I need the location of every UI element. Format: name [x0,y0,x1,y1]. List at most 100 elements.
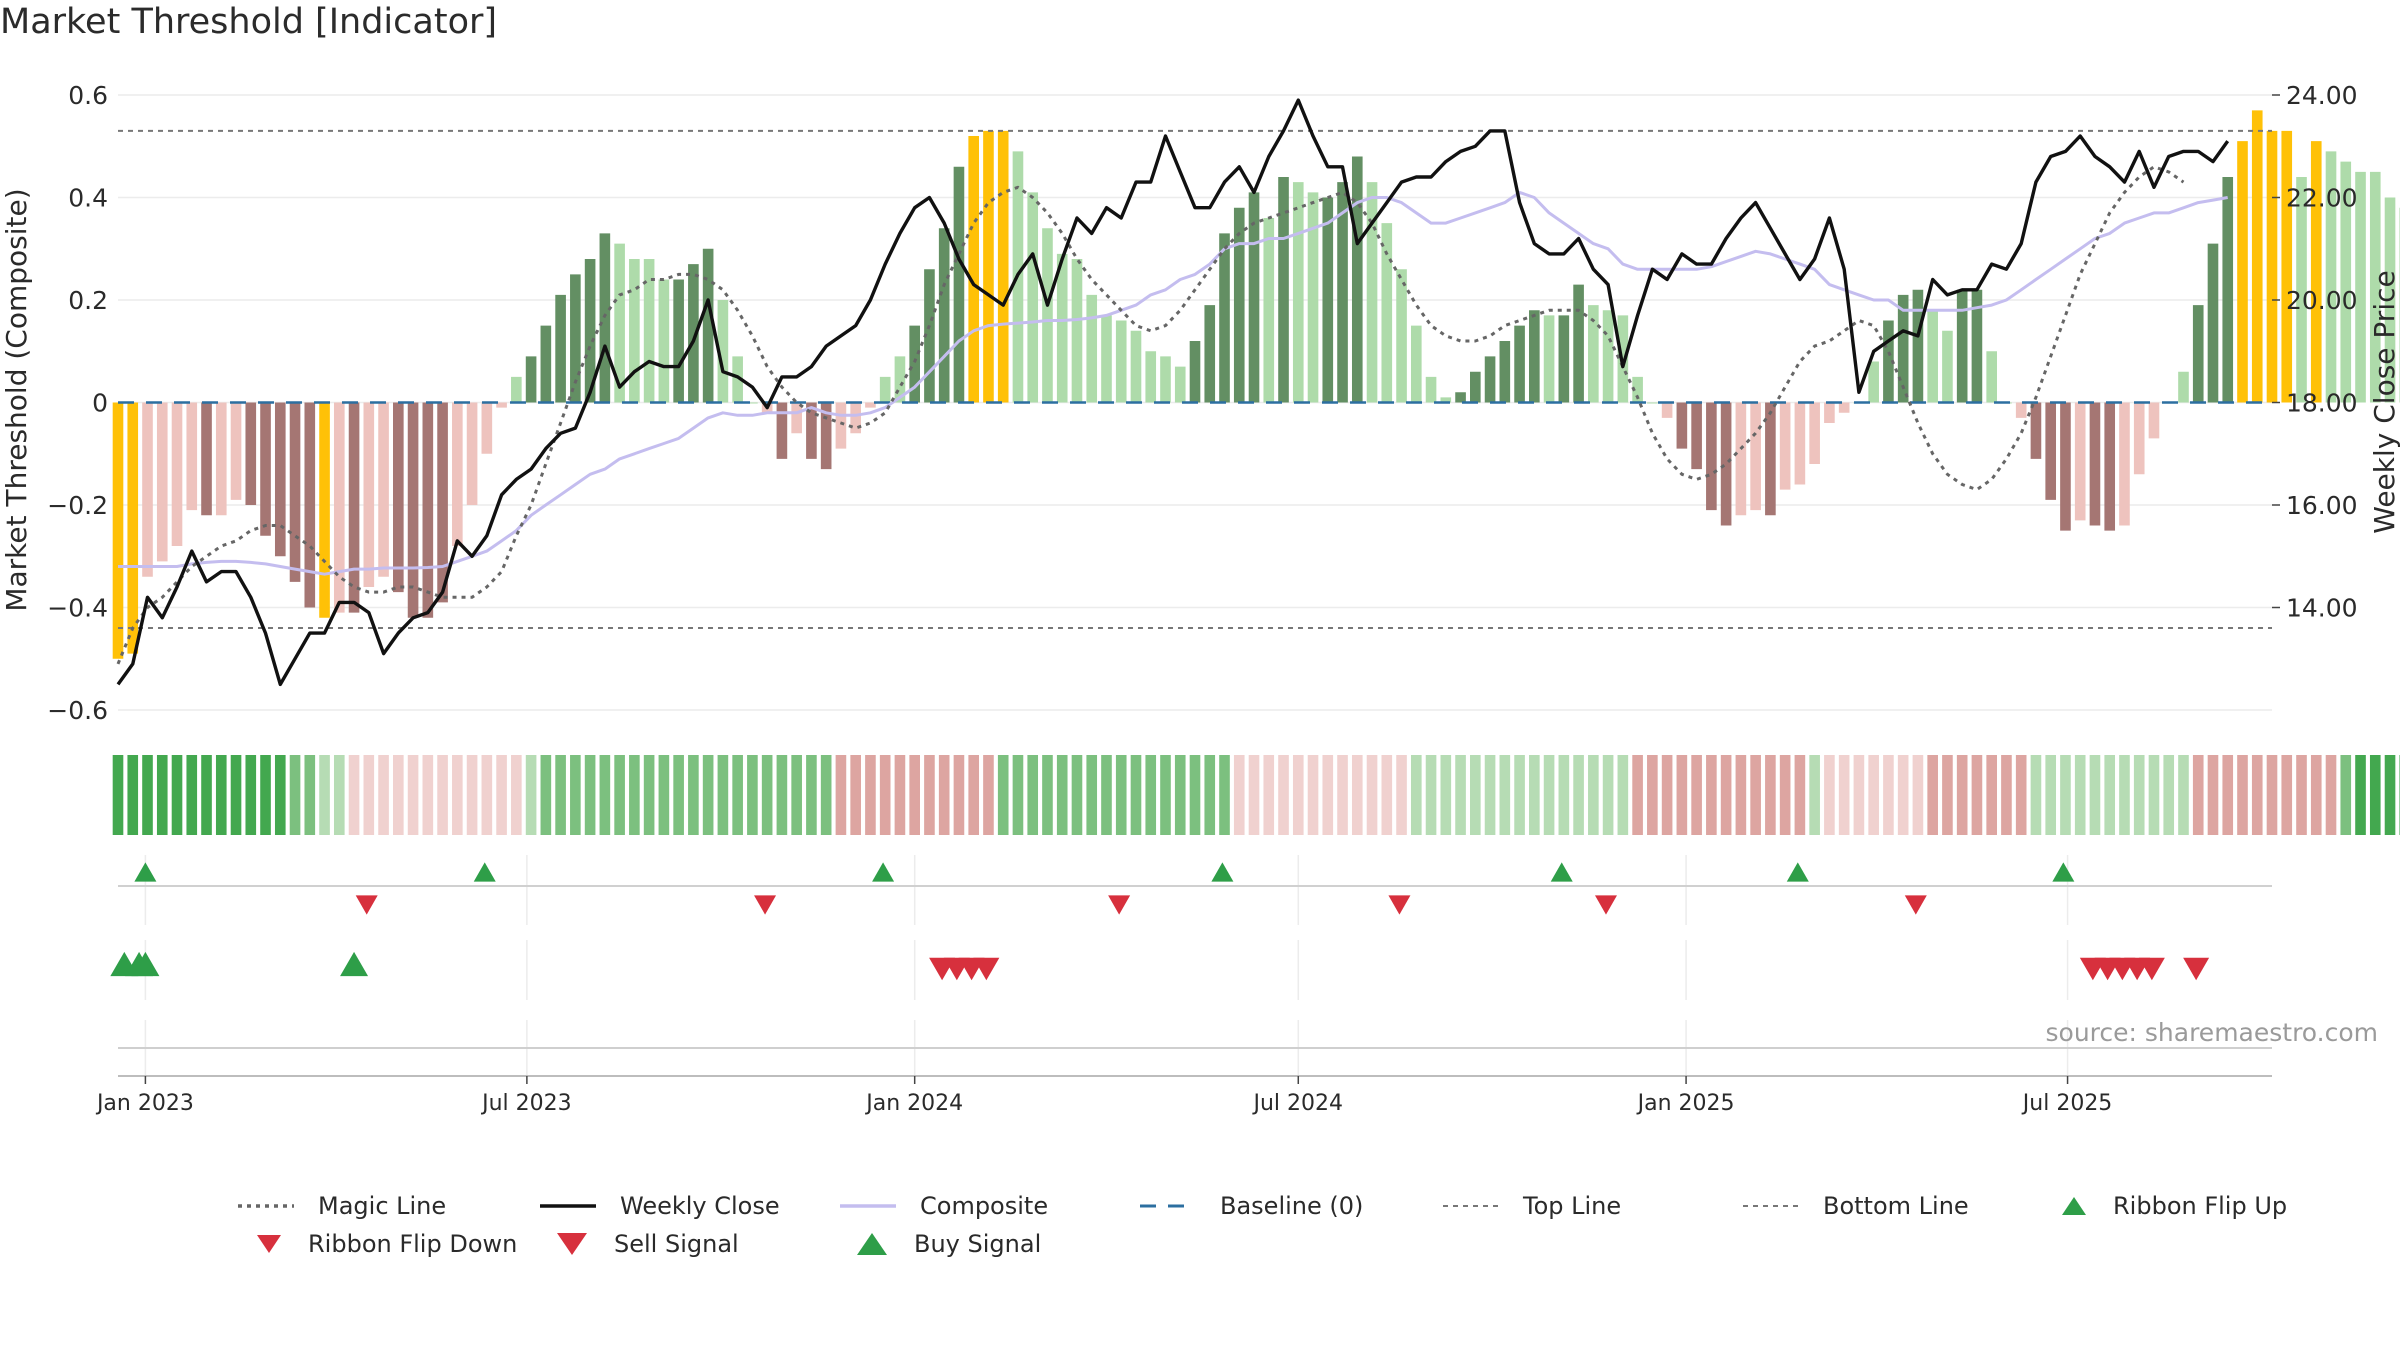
ribbon-cell [452,755,463,835]
composite-bar [2369,171,2381,403]
ribbon-flip-down-marker [355,895,378,915]
ribbon-cell [2355,755,2366,835]
ribbon-flip-down-marker [1904,895,1927,915]
legend-swatch-icon [552,1230,602,1258]
ribbon-cell [1543,755,1555,835]
composite-bar [953,166,965,403]
ribbon-cell [1971,755,1983,835]
composite-bar [835,402,847,449]
composite-bar [156,402,168,562]
legend-item-baseline[interactable]: Baseline (0) [1138,1186,1363,1226]
ribbon-cell [156,755,168,835]
composite-bar [1602,310,1614,403]
ribbon-flip-down-marker [754,895,777,915]
x-tick-label: Jul 2023 [480,1091,572,1116]
ribbon-cell [2015,755,2027,835]
ribbon-cell [245,755,257,835]
composite-bar [2355,171,2366,403]
legend-item-sell[interactable]: Sell Signal [552,1224,739,1264]
composite-bar [629,259,640,403]
ribbon-cell [1130,755,1142,835]
ribbon-cell [2163,755,2175,835]
legend-swatch-icon [1138,1199,1208,1213]
right-tick-label: 16.00 [2286,491,2358,520]
legend-label: Buy Signal [914,1230,1042,1258]
composite-bar [393,402,404,593]
composite-bar [1883,320,1894,403]
legend-item-close[interactable]: Weekly Close [538,1186,780,1226]
composite-bar [1145,351,1157,403]
ribbon-cell [1558,755,1570,835]
composite-bar [422,402,434,618]
composite-bar [1381,223,1393,403]
ribbon-cell [658,755,670,835]
composite-bar [1676,402,1688,449]
ribbon-cell [747,755,758,835]
legend-item-top[interactable]: Top Line [1441,1186,1621,1226]
composite-bar [1278,177,1289,403]
legend-item-flip-down[interactable]: Ribbon Flip Down [252,1224,517,1264]
legend-item-buy[interactable]: Buy Signal [852,1224,1041,1264]
ribbon-cell [1573,755,1584,835]
composite-bar [1174,366,1186,403]
composite-bar [2384,197,2396,403]
ribbon-cell [1632,755,1643,835]
reference-lines [118,129,2272,629]
composite-bar [201,402,212,516]
composite-bar [2310,141,2322,403]
sell-signal-marker [973,957,1000,981]
ribbon-cell [1233,755,1245,835]
ribbon-cell [1838,755,1850,835]
ribbon-cell [570,755,581,835]
composite-bar [2296,177,2307,403]
ribbon-cell [1720,755,1732,835]
composite-bar [1410,325,1422,403]
composite-bar [230,402,242,500]
legend-item-composite[interactable]: Composite [838,1186,1048,1226]
ribbon-cell [1529,755,1540,835]
legend-item-flip-up[interactable]: Ribbon Flip Up [2057,1186,2287,1226]
ribbon-cell [1248,755,1260,835]
left-tick-label: −0.2 [47,491,108,520]
composite-bar [2060,402,2071,531]
ribbon-cell [2119,755,2130,835]
ribbon-cell [2104,755,2116,835]
composite-bar [1588,305,1599,403]
composite-bar [186,402,198,511]
legend-label: Composite [920,1192,1049,1220]
composite-bar [894,356,906,403]
ribbon-cell [879,755,891,835]
composite-bar [1351,156,1363,403]
composite-bar [2207,243,2219,403]
sell-signal-marker [2183,957,2210,981]
ribbon-cell [348,755,360,835]
composite-bar [1337,182,1348,403]
ribbon-cell [2148,755,2160,835]
ribbon-cell [791,755,802,835]
ribbon-cell [761,755,773,835]
ribbon-cell [688,755,699,835]
composite-bar [2074,402,2086,521]
ribbon-cell [1912,755,1924,835]
ribbon-cell [2060,755,2071,835]
ribbon-cell [525,755,537,835]
ribbon-cell [2222,755,2234,835]
legend-item-magic[interactable]: Magic Line [236,1186,446,1226]
ribbon-cell [673,755,684,835]
legend-swatch-icon [252,1232,296,1256]
composite-bar [658,279,670,403]
ribbon-cell [1470,755,1481,835]
ribbon-cell [2133,755,2145,835]
ribbon-cell [614,755,625,835]
composite-bar [1101,315,1112,403]
composite-bar [437,402,448,603]
legend-item-bottom[interactable]: Bottom Line [1741,1186,1969,1226]
composite-bar [1248,192,1260,403]
ribbon-cell [983,755,994,835]
ribbon-cell [1661,755,1673,835]
ribbon-cell [1691,755,1702,835]
composite-bar [215,402,227,516]
ribbon-cell [230,755,242,835]
ribbon-cell [2325,755,2337,835]
ribbon-cell [806,755,817,835]
